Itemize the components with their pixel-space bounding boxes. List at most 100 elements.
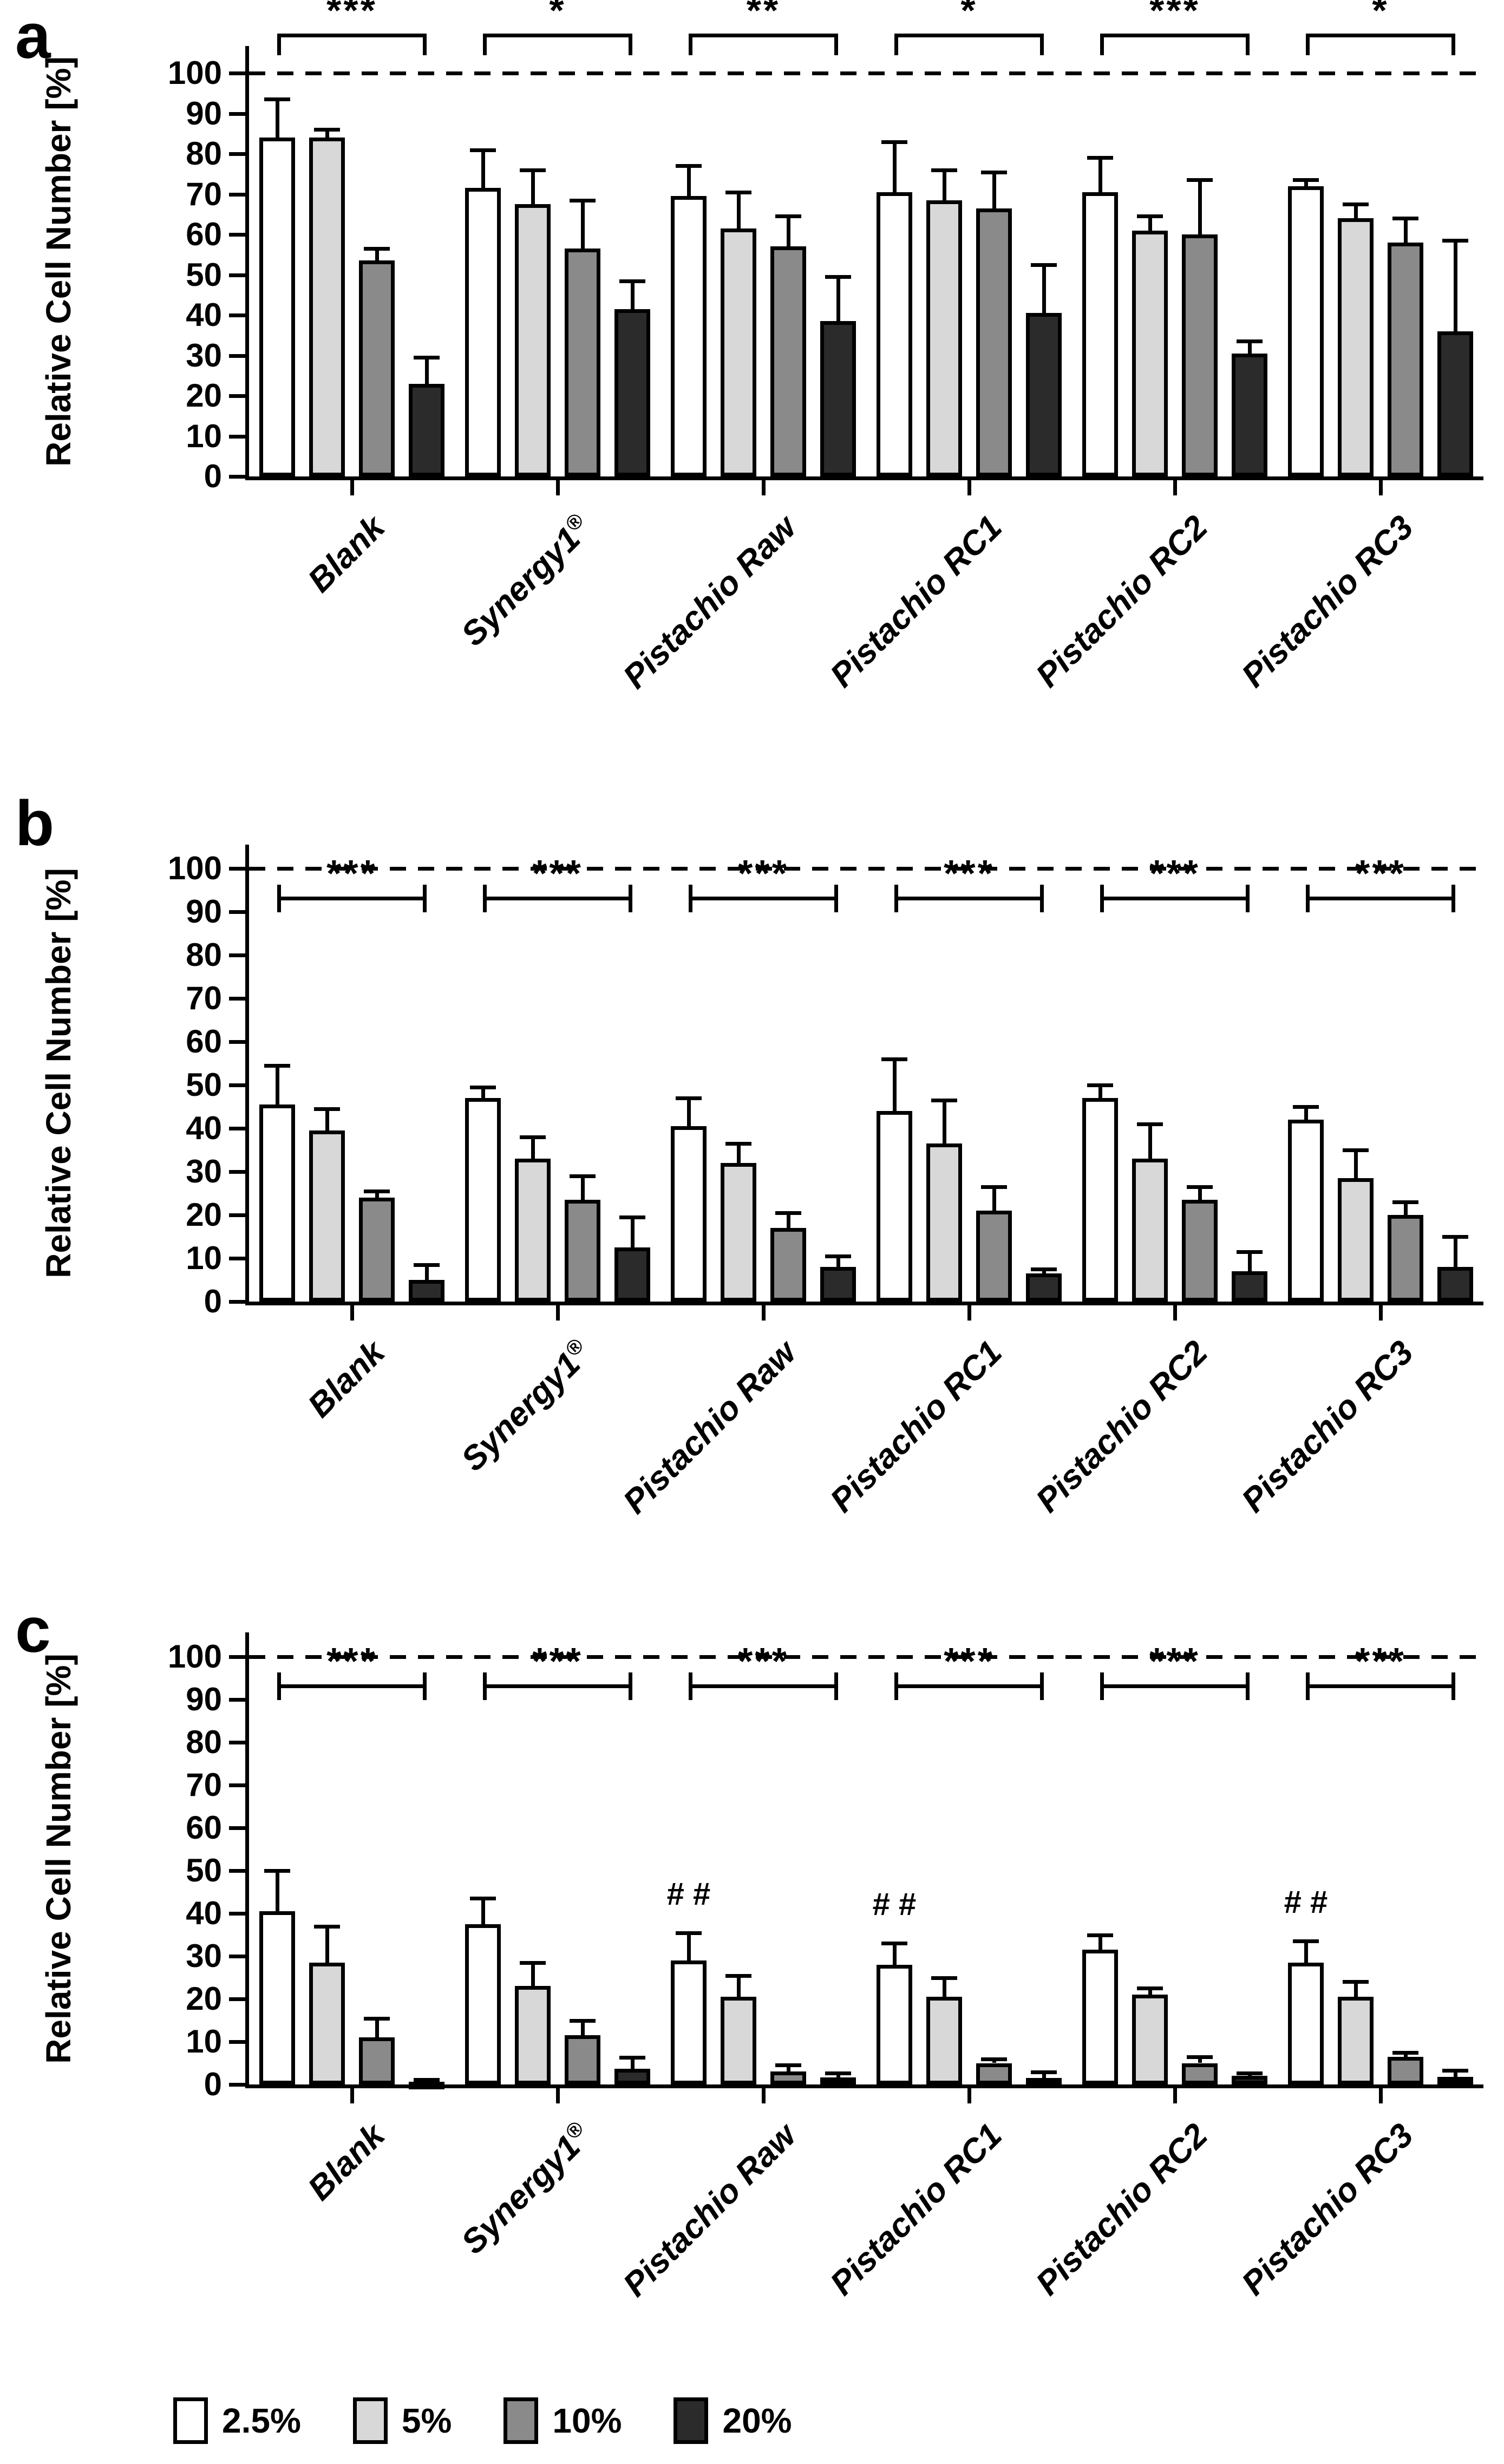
y-axis-line-b — [245, 845, 249, 1305]
x-tick-b-synergy1 — [556, 1305, 560, 1321]
sig-stars-c-pistachio-rc3: *** — [1355, 1640, 1406, 1682]
bar-a-pistachio-rc1-5 — [926, 200, 962, 476]
error-cap-c-blank-2.5 — [264, 1869, 290, 1873]
panel-letter-a: a — [15, 1, 51, 72]
bar-a-pistachio-rc1-20 — [1026, 313, 1062, 476]
error-cap-a-blank-5 — [314, 128, 340, 132]
error-stem-b-pistachio-rc2-5 — [1148, 1124, 1152, 1159]
sig-bracket-c-pistachio-rc3 — [1306, 1684, 1455, 1688]
error-cap-a-synergy1-5 — [520, 168, 546, 172]
bar-b-pistachio-rc1-20 — [1026, 1273, 1062, 1302]
bar-b-synergy1-10 — [565, 1200, 600, 1302]
y-tick-a-30 — [229, 354, 245, 358]
sig-bracket-b-pistachio-rc2 — [1100, 897, 1250, 900]
x-tick-c-pistachio-rc3 — [1379, 2088, 1383, 2103]
error-stem-c-pistachio-rc1-20 — [1042, 2072, 1046, 2079]
x-axis-line-a — [245, 476, 1483, 480]
sig-bracket-end-right-a-pistachio-rc3 — [1451, 34, 1455, 55]
bar-b-blank-2.5 — [259, 1104, 295, 1302]
bar-b-pistachio-rc1-2.5 — [877, 1111, 912, 1302]
error-cap-b-pistachio-rc2-10 — [1187, 1185, 1213, 1189]
bar-c-pistachio-raw-20 — [820, 2077, 856, 2086]
bar-a-pistachio-rc2-2.5 — [1082, 192, 1118, 476]
sig-bracket-b-blank — [277, 897, 427, 900]
error-cap-b-pistachio-rc1-5 — [931, 1099, 957, 1102]
error-cap-c-pistachio-raw-10 — [775, 2063, 801, 2068]
bar-b-pistachio-rc2-2.5 — [1082, 1098, 1118, 1302]
y-tick-a-0 — [229, 475, 245, 479]
bar-b-blank-5 — [309, 1130, 345, 1302]
bar-b-blank-10 — [359, 1198, 395, 1302]
x-tick-a-pistachio-rc2 — [1173, 480, 1177, 495]
error-cap-c-synergy1-20 — [619, 2056, 645, 2060]
x-tick-c-synergy1 — [556, 2088, 560, 2103]
sig-stars-b-blank: *** — [326, 852, 377, 894]
error-cap-b-pistachio-rc2-2.5 — [1087, 1083, 1113, 1087]
error-stem-c-synergy1-10 — [581, 2020, 585, 2036]
bar-a-pistachio-rc1-10 — [976, 208, 1012, 476]
error-cap-c-pistachio-rc3-2.5 — [1293, 1939, 1319, 1944]
sig-bracket-end-left-b-pistachio-rc2 — [1100, 885, 1104, 912]
legend-swatch-2.5 — [173, 2397, 208, 2444]
bar-c-pistachio-rc1-20 — [1026, 2078, 1062, 2086]
bar-b-pistachio-rc1-5 — [926, 1143, 962, 1302]
error-stem-c-pistachio-raw-10 — [787, 2065, 790, 2072]
error-stem-b-pistachio-raw-10 — [787, 1213, 790, 1228]
error-cap-a-synergy1-10 — [570, 198, 596, 202]
y-tick-label-c-30: 30 — [186, 1938, 222, 1974]
error-cap-a-pistachio-raw-20 — [825, 275, 851, 279]
y-tick-label-c-100: 100 — [167, 1638, 222, 1675]
y-tick-b-10 — [229, 1257, 245, 1260]
error-stem-c-synergy1-2.5 — [481, 1898, 485, 1924]
y-tick-label-a-0: 0 — [204, 458, 222, 494]
error-stem-a-pistachio-raw-5 — [737, 192, 741, 228]
error-stem-a-blank-20 — [425, 357, 429, 384]
sig-stars-b-pistachio-rc2: *** — [1149, 852, 1200, 894]
sig-bracket-end-right-b-pistachio-rc3 — [1451, 885, 1455, 912]
legend-label-10: 10% — [552, 2401, 622, 2440]
sig-bracket-b-pistachio-rc1 — [894, 897, 1044, 900]
sig-bracket-end-right-c-pistachio-rc3 — [1451, 1672, 1455, 1700]
legend-label-5: 5% — [401, 2401, 452, 2440]
x-tick-a-blank — [350, 480, 354, 495]
error-stem-c-pistachio-rc2-2.5 — [1098, 1934, 1102, 1950]
error-cap-b-blank-10 — [364, 1189, 390, 1193]
y-tick-label-a-20: 20 — [186, 377, 222, 414]
error-stem-b-synergy1-5 — [531, 1137, 535, 1159]
error-stem-b-blank-10 — [375, 1191, 379, 1198]
y-tick-label-a-60: 60 — [186, 216, 222, 252]
bar-b-pistachio-raw-10 — [770, 1228, 806, 1302]
y-tick-label-c-60: 60 — [186, 1809, 222, 1846]
bar-b-synergy1-20 — [614, 1247, 650, 1302]
sig-bracket-a-synergy1 — [483, 34, 632, 37]
error-cap-b-synergy1-20 — [619, 1215, 645, 1219]
error-cap-a-pistachio-rc3-10 — [1392, 217, 1418, 221]
y-tick-label-b-0: 0 — [204, 1283, 222, 1319]
y-tick-b-0 — [229, 1300, 245, 1304]
bar-a-pistachio-rc1-2.5 — [877, 192, 912, 476]
error-cap-b-blank-20 — [414, 1263, 440, 1267]
y-axis-title-a: Relative Cell Number [%] — [39, 56, 78, 467]
bar-b-pistachio-rc2-10 — [1182, 1200, 1218, 1302]
y-tick-b-30 — [229, 1170, 245, 1174]
y-tick-label-c-70: 70 — [186, 1767, 222, 1803]
bar-b-pistachio-raw-5 — [721, 1163, 756, 1302]
sig-bracket-end-left-c-pistachio-rc2 — [1100, 1672, 1104, 1700]
error-cap-b-pistachio-rc2-20 — [1237, 1250, 1263, 1254]
y-tick-c-10 — [229, 2040, 245, 2044]
sig-stars-a-pistachio-rc3: * — [1372, 0, 1389, 31]
y-tick-label-c-0: 0 — [204, 2066, 222, 2102]
sig-bracket-c-blank — [277, 1684, 427, 1688]
error-cap-a-pistachio-rc2-20 — [1237, 339, 1263, 344]
sig-bracket-end-right-a-blank — [423, 34, 427, 55]
x-tick-c-pistachio-rc1 — [967, 2088, 971, 2103]
sig-bracket-end-right-b-pistachio-rc1 — [1040, 885, 1044, 912]
sig-stars-b-pistachio-raw: *** — [738, 852, 789, 894]
error-cap-c-pistachio-rc2-2.5 — [1087, 1933, 1113, 1937]
y-tick-c-80 — [229, 1741, 245, 1744]
error-stem-b-pistachio-rc3-5 — [1354, 1150, 1358, 1178]
bar-a-blank-2.5 — [259, 138, 295, 476]
error-cap-b-pistachio-rc3-20 — [1442, 1235, 1468, 1239]
y-tick-b-90 — [229, 910, 245, 914]
y-tick-c-70 — [229, 1783, 245, 1787]
